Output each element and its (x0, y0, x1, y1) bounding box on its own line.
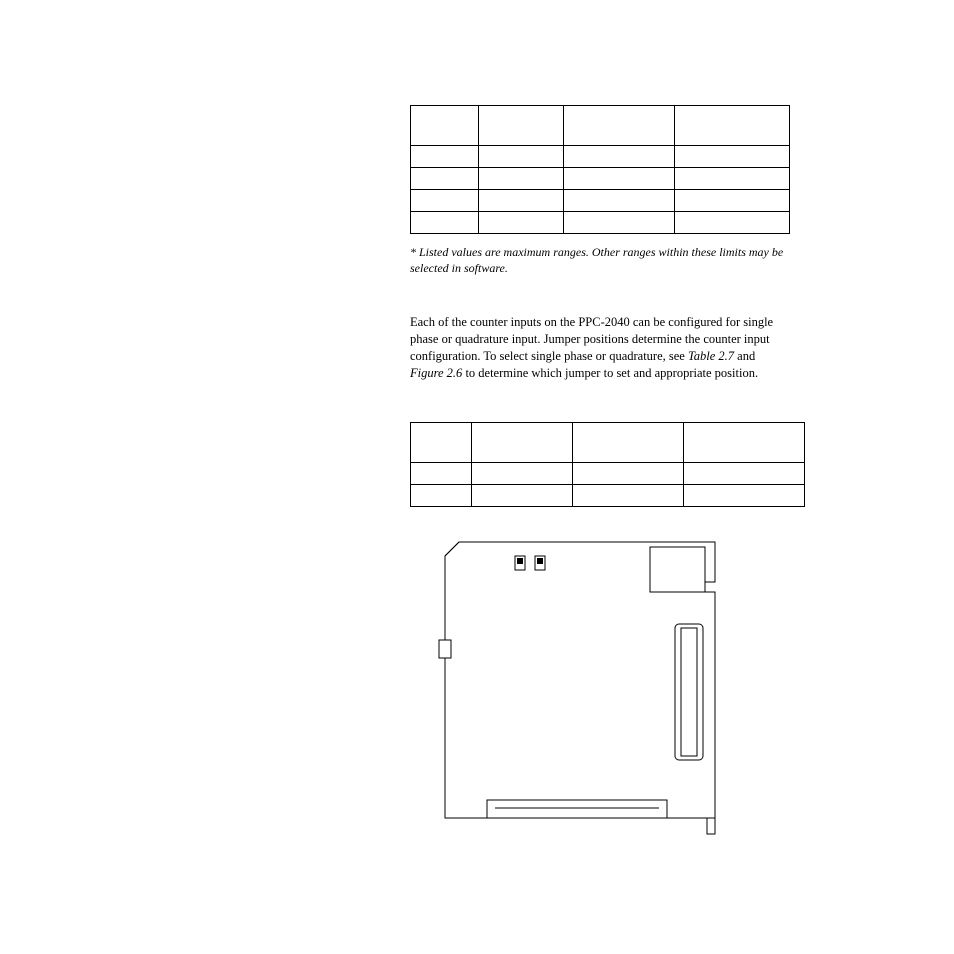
table-cell (479, 106, 564, 146)
table-row (411, 190, 790, 212)
table-cell (411, 462, 472, 484)
table-reference: Table 2.7 (688, 349, 734, 363)
table-cell (411, 106, 479, 146)
table-cell (411, 422, 472, 462)
table-cell (471, 462, 572, 484)
module-svg (435, 532, 735, 842)
table-cell (564, 106, 674, 146)
bottom-bar (487, 800, 667, 818)
footnote-asterisk: * (410, 245, 419, 259)
range-table (410, 105, 790, 234)
chamfer-line (445, 542, 459, 556)
table-cell (683, 462, 804, 484)
table-cell (411, 212, 479, 234)
table-row (411, 484, 805, 506)
jumper-j2 (535, 556, 545, 570)
body-paragraph: Each of the counter inputs on the PPC-20… (410, 314, 790, 382)
jumper-table-wrapper (410, 422, 805, 507)
table-cell (479, 168, 564, 190)
figure-reference: Figure 2.6 (410, 366, 462, 380)
table-cell (674, 212, 789, 234)
table-cell (572, 484, 683, 506)
table-cell (674, 190, 789, 212)
table-cell (479, 212, 564, 234)
jumper-table (410, 422, 805, 507)
left-notch (439, 640, 451, 658)
right-connector (675, 624, 703, 760)
table-row (411, 146, 790, 168)
table-cell (564, 212, 674, 234)
table-cell (411, 146, 479, 168)
table-row (411, 212, 790, 234)
table-cell (411, 168, 479, 190)
table-cell (564, 168, 674, 190)
table-cell (683, 422, 804, 462)
table-cell (479, 190, 564, 212)
body-text-between: and (734, 349, 755, 363)
table-cell (572, 462, 683, 484)
table-cell (479, 146, 564, 168)
table-cell (674, 146, 789, 168)
table-footnote: * Listed values are maximum ranges. Othe… (410, 244, 790, 276)
table-cell (674, 168, 789, 190)
page-content: * Listed values are maximum ranges. Othe… (410, 105, 790, 842)
table-row (411, 422, 805, 462)
jumper-j1 (515, 556, 525, 570)
table-cell (564, 190, 674, 212)
table-row (411, 462, 805, 484)
footnote-text: Listed values are maximum ranges. Other … (410, 245, 783, 275)
table-cell (471, 422, 572, 462)
bottom-right-tab (707, 818, 715, 834)
table-cell (411, 190, 479, 212)
table-cell (471, 484, 572, 506)
table-cell (683, 484, 804, 506)
table-cell (572, 422, 683, 462)
body-text-2: to determine which jumper to set and app… (462, 366, 758, 380)
table-cell (564, 146, 674, 168)
table-cell (674, 106, 789, 146)
table-row (411, 168, 790, 190)
table-row (411, 106, 790, 146)
table-cell (411, 484, 472, 506)
module-diagram (435, 532, 735, 842)
inner-top-right-box (650, 547, 705, 592)
